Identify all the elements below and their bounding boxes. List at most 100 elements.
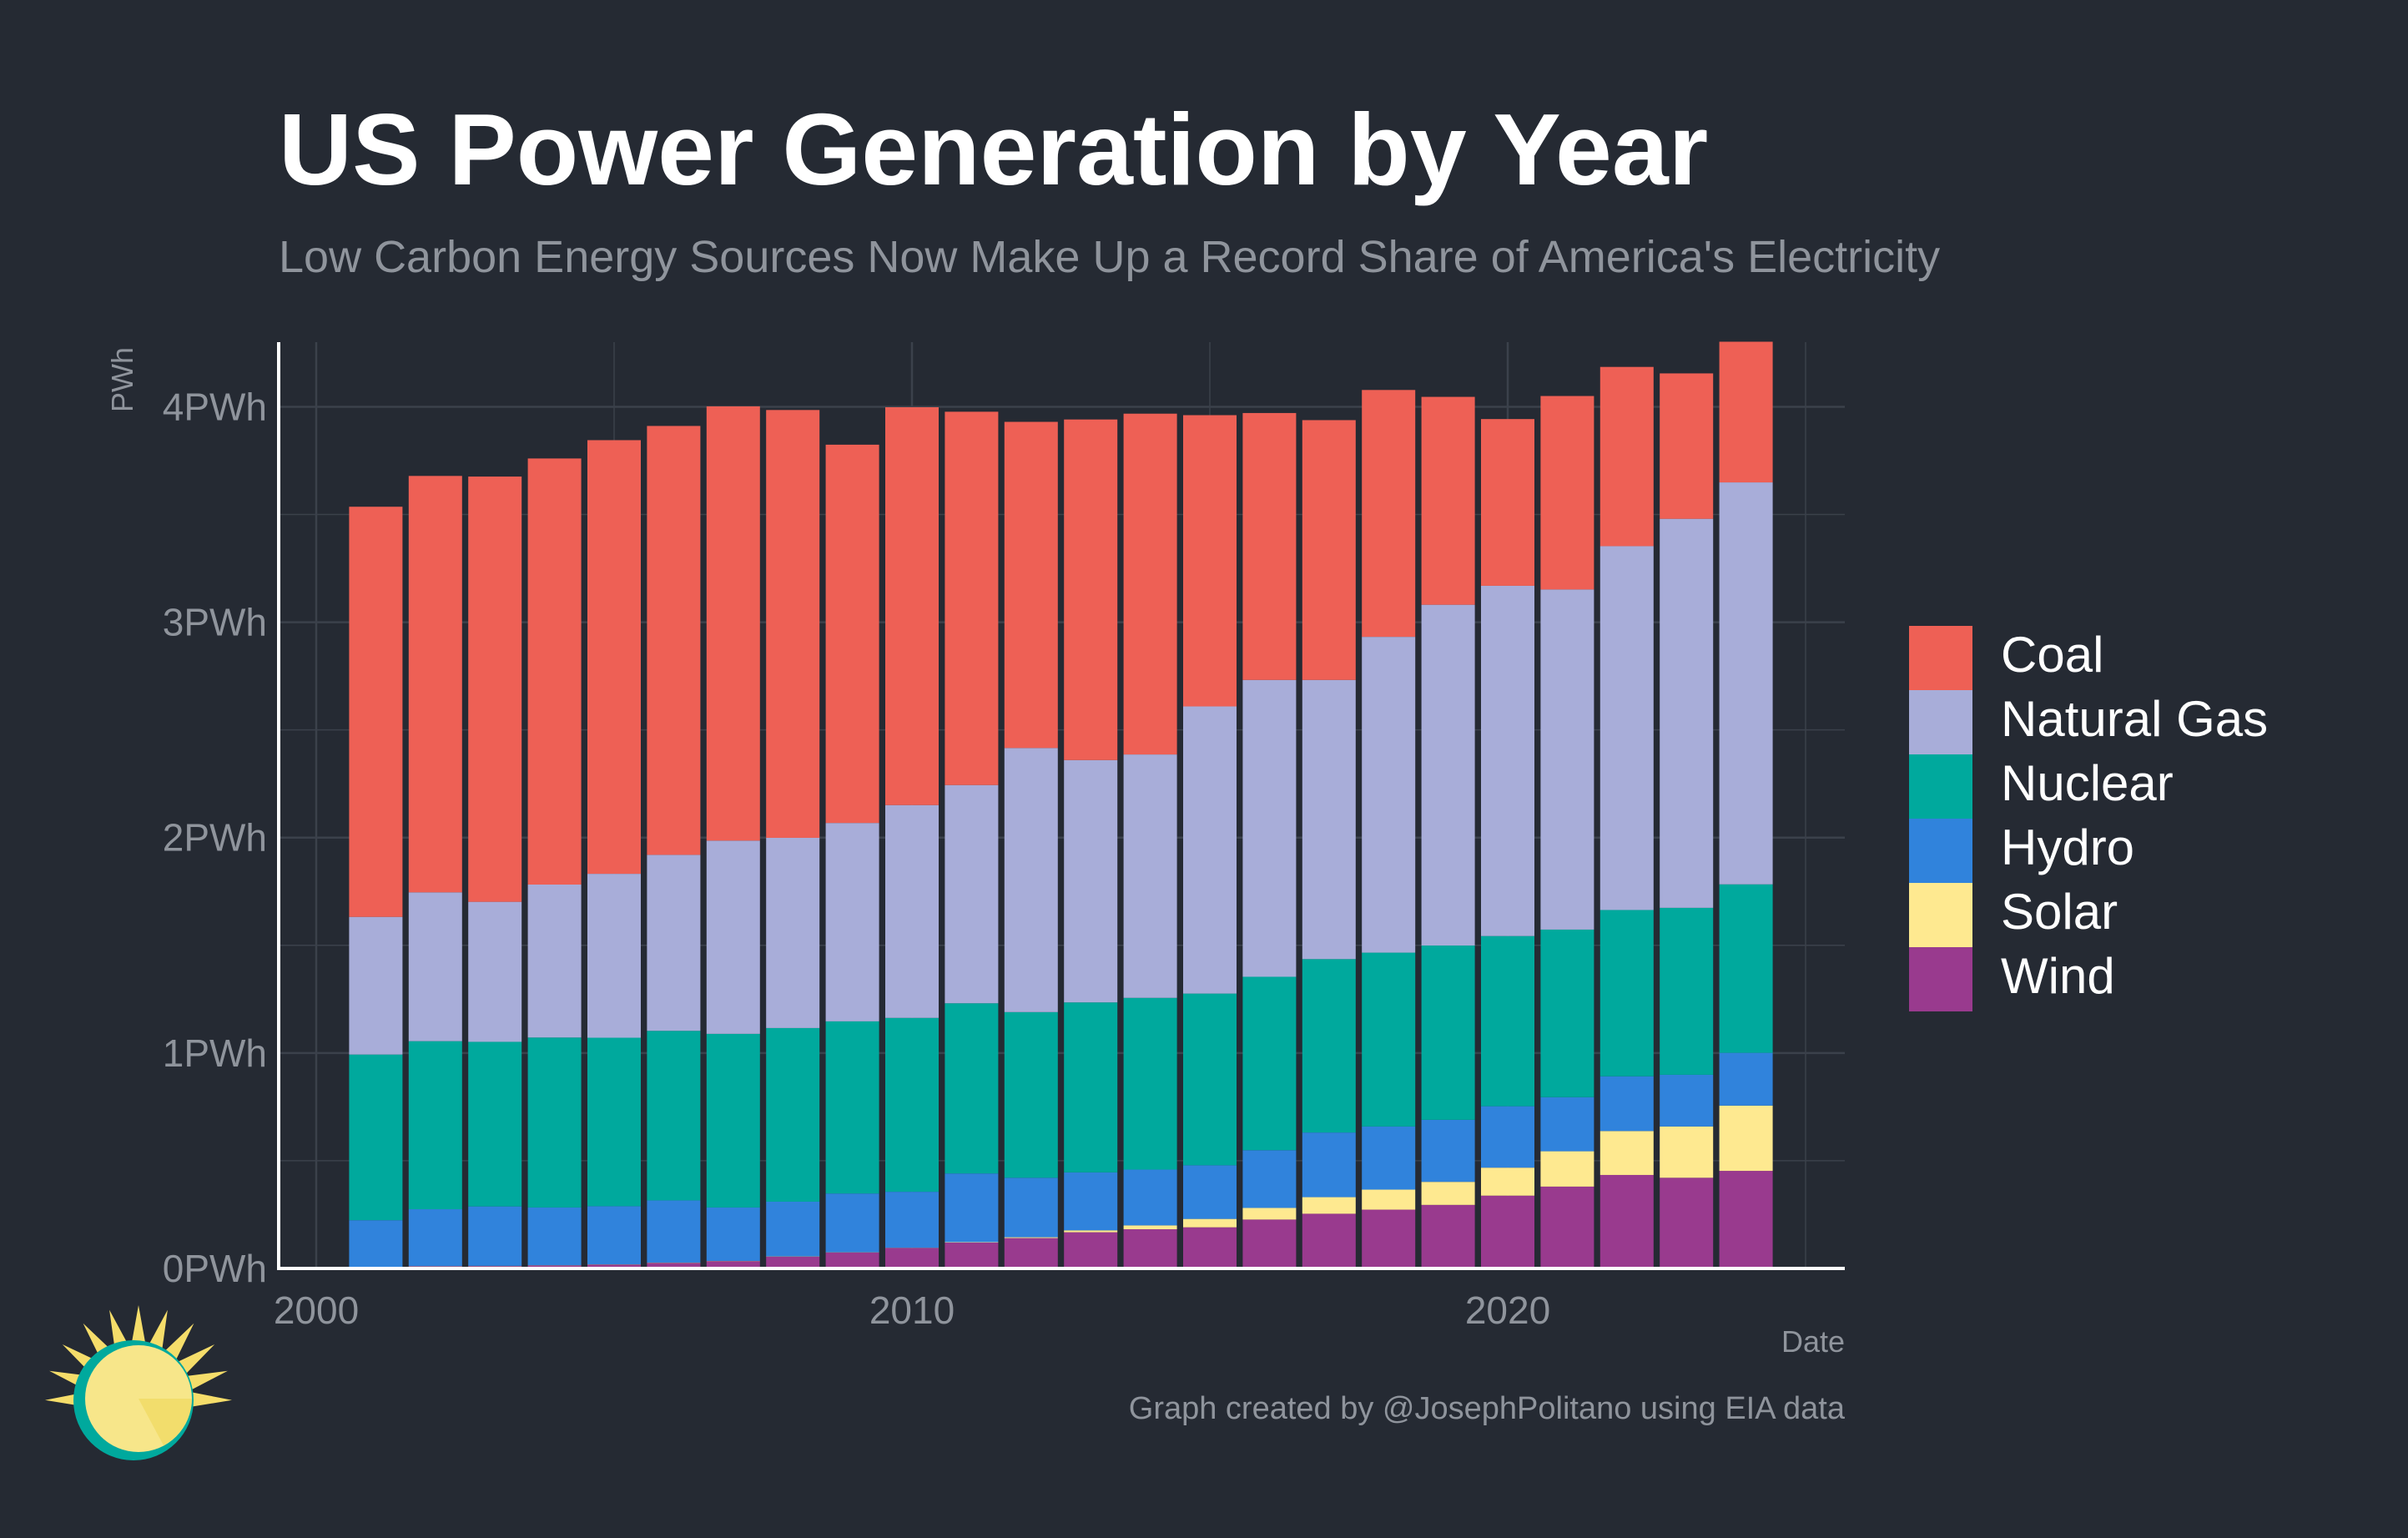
x-tick-label: 2010 bbox=[869, 1288, 955, 1332]
bar-segment-solar bbox=[1362, 1189, 1416, 1210]
bar-segment-nuclear bbox=[587, 1037, 641, 1207]
bar-segment-hydro bbox=[647, 1200, 701, 1263]
bar-segment-coal bbox=[825, 444, 879, 824]
bar-segment-wind bbox=[945, 1243, 999, 1268]
bar-segment-hydro bbox=[1540, 1097, 1594, 1152]
bar-segment-coal bbox=[1719, 341, 1773, 483]
legend-label-hydro: Hydro bbox=[2001, 819, 2134, 875]
bar-segment-natural-gas bbox=[527, 884, 582, 1038]
bar-segment-natural-gas bbox=[1421, 604, 1475, 946]
bar-segment-solar bbox=[1064, 1230, 1118, 1233]
x-axis-title: Date bbox=[1781, 1324, 1845, 1359]
bar-segment-coal bbox=[1362, 390, 1416, 638]
legend-swatch-hydro bbox=[1909, 819, 1972, 883]
bar-segment-natural-gas bbox=[1242, 679, 1297, 977]
bar-segment-nuclear bbox=[1004, 1011, 1058, 1178]
bar-segment-hydro bbox=[1064, 1172, 1118, 1231]
bar-segment-solar bbox=[1183, 1218, 1237, 1228]
bar-segment-natural-gas bbox=[647, 855, 701, 1031]
y-tick-label: 3PWh bbox=[163, 601, 267, 644]
bar-segment-nuclear bbox=[1183, 993, 1237, 1166]
y-axis-title: PWh bbox=[105, 347, 139, 412]
sun-logo-icon bbox=[45, 1305, 232, 1460]
bar-segment-wind bbox=[1421, 1204, 1475, 1268]
bar-segment-hydro bbox=[468, 1206, 522, 1266]
bar-segment-hydro bbox=[1719, 1052, 1773, 1106]
bar-segment-natural-gas bbox=[1540, 589, 1594, 930]
bar-segment-natural-gas bbox=[1481, 585, 1534, 936]
x-tick-label: 2000 bbox=[274, 1288, 359, 1332]
bar-segment-solar bbox=[1421, 1182, 1475, 1205]
bar-segment-natural-gas bbox=[1362, 637, 1416, 953]
bar-segment-hydro bbox=[825, 1193, 879, 1253]
bar-segment-hydro bbox=[1660, 1074, 1714, 1127]
bar-segment-natural-gas bbox=[1123, 754, 1177, 998]
bar-segment-natural-gas bbox=[1064, 759, 1118, 1003]
bar-segment-hydro bbox=[1123, 1169, 1177, 1226]
bar-segment-natural-gas bbox=[1719, 482, 1773, 885]
bar-segment-coal bbox=[1421, 396, 1475, 605]
bar-segment-solar bbox=[1242, 1208, 1297, 1220]
bar-segment-coal bbox=[1064, 419, 1118, 760]
bar-segment-coal bbox=[587, 440, 641, 875]
bar-segment-hydro bbox=[885, 1192, 939, 1248]
bar-segment-nuclear bbox=[1362, 952, 1416, 1127]
bar-segment-solar bbox=[1481, 1167, 1534, 1196]
legend-swatch-coal bbox=[1909, 626, 1972, 690]
bar-segment-nuclear bbox=[1719, 884, 1773, 1053]
bar-segment-nuclear bbox=[766, 1027, 820, 1202]
bar-segment-nuclear bbox=[1660, 907, 1714, 1075]
bar-segment-coal bbox=[945, 411, 999, 785]
bar-segment-nuclear bbox=[1123, 997, 1177, 1170]
bar-segment-hydro bbox=[1362, 1126, 1416, 1190]
chart-subtitle: Low Carbon Energy Sources Now Make Up a … bbox=[279, 232, 1940, 282]
bar-segment-natural-gas bbox=[1599, 546, 1654, 910]
tick-labels: 0PWh 1PWh 2PWh 3PWh 4PWh 2000 2010 2020 bbox=[163, 385, 1550, 1332]
bar-segment-wind bbox=[766, 1256, 820, 1268]
bar-segment-nuclear bbox=[468, 1041, 522, 1207]
bar-segment-wind bbox=[1599, 1174, 1654, 1268]
bar-segment-hydro bbox=[766, 1201, 820, 1257]
y-tick-label: 0PWh bbox=[163, 1247, 267, 1290]
legend-label-coal: Coal bbox=[2001, 627, 2103, 683]
bar-segment-coal bbox=[885, 406, 939, 805]
bar-segment-wind bbox=[1481, 1195, 1534, 1268]
bar-segment-natural-gas bbox=[1302, 679, 1356, 960]
legend-swatch-solar bbox=[1909, 883, 1972, 947]
bar-segment-nuclear bbox=[885, 1017, 939, 1193]
bar-segment-wind bbox=[1183, 1227, 1237, 1268]
bar-segment-solar bbox=[1302, 1197, 1356, 1214]
legend-label-solar: Solar bbox=[2001, 884, 2118, 940]
bar-segment-natural-gas bbox=[885, 804, 939, 1018]
bar-segment-hydro bbox=[408, 1209, 462, 1267]
bar-segment-natural-gas bbox=[1183, 706, 1237, 994]
bar-segment-wind bbox=[1540, 1186, 1594, 1268]
bar-segment-hydro bbox=[1302, 1132, 1356, 1198]
bar-segment-natural-gas bbox=[587, 874, 641, 1038]
legend-label-natural-gas: Natural Gas bbox=[2001, 691, 2268, 747]
chart-title: US Power Generation by Year bbox=[279, 93, 1708, 206]
bar-segment-natural-gas bbox=[1660, 518, 1714, 908]
bar-segment-solar bbox=[1123, 1225, 1177, 1230]
bar-segment-hydro bbox=[945, 1173, 999, 1243]
bar-segment-natural-gas bbox=[825, 823, 879, 1021]
axes bbox=[277, 342, 1845, 1270]
bar-segment-hydro bbox=[706, 1207, 760, 1261]
bar-segment-hydro bbox=[1599, 1076, 1654, 1132]
y-tick-label: 4PWh bbox=[163, 385, 267, 428]
bar-segment-nuclear bbox=[527, 1037, 582, 1208]
y-tick-label: 1PWh bbox=[163, 1031, 267, 1075]
legend-swatch-wind bbox=[1909, 947, 1972, 1011]
bar-segment-natural-gas bbox=[349, 916, 403, 1055]
bar-segment-hydro bbox=[1481, 1106, 1534, 1168]
bar-segment-wind bbox=[1362, 1209, 1416, 1268]
bar-segment-natural-gas bbox=[1004, 748, 1058, 1012]
bar-segment-wind bbox=[706, 1261, 760, 1268]
bar-segment-coal bbox=[408, 476, 462, 893]
bar-segment-nuclear bbox=[408, 1041, 462, 1210]
bar-segment-coal bbox=[1123, 413, 1177, 755]
bar-segment-coal bbox=[468, 477, 522, 902]
bar-segment-coal bbox=[1481, 419, 1534, 586]
bar-segment-wind bbox=[1123, 1229, 1177, 1268]
bar-segment-coal bbox=[349, 507, 403, 917]
